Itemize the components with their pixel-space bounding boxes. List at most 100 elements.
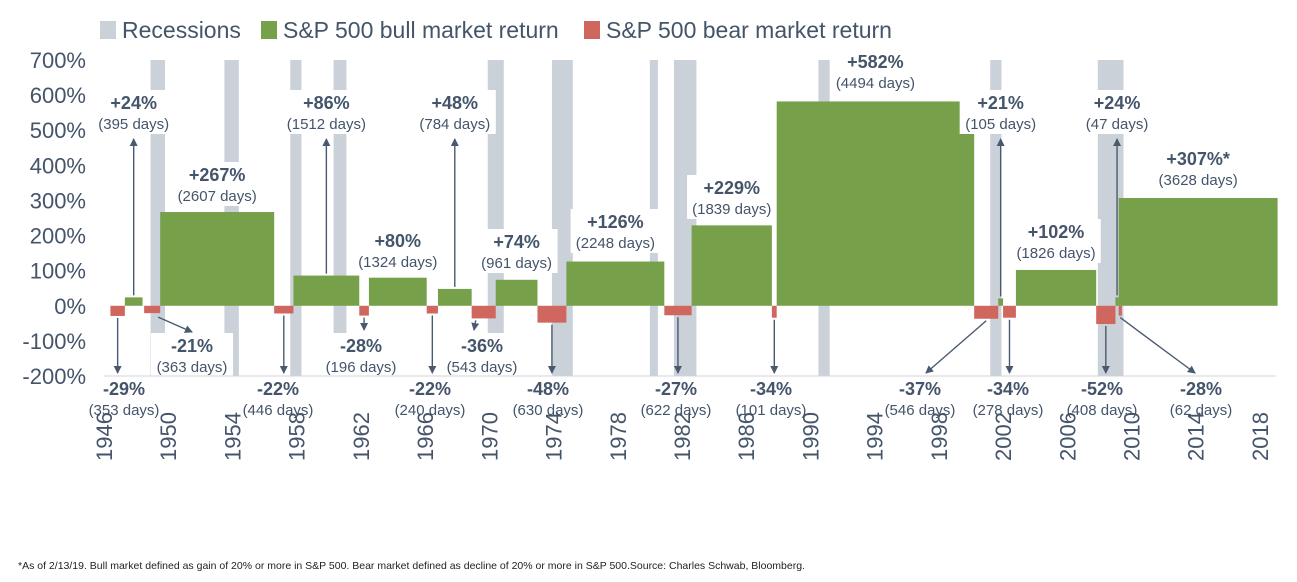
x-tick-label: 1986	[734, 412, 759, 461]
x-tick-label: 1982	[670, 412, 695, 461]
bear-label-days: (622 days)	[641, 402, 712, 419]
bull-label-days: (2248 days)	[576, 235, 655, 252]
bull-label-percent: +307%*	[1166, 149, 1230, 169]
bull-market-bar	[160, 212, 275, 306]
bull-label-days: (784 days)	[419, 116, 490, 133]
legend: Recessions S&P 500 bull market return S&P …	[100, 17, 892, 43]
bull-label-bg	[475, 229, 558, 273]
legend-swatch	[261, 21, 277, 39]
bear-label-days: (196 days)	[326, 359, 397, 376]
bull-label-days: (2607 days)	[178, 188, 257, 205]
legend-swatch	[100, 21, 116, 39]
bear-market-bar	[144, 305, 161, 314]
x-tick-label: 1950	[156, 412, 181, 461]
x-tick-label: 2002	[991, 412, 1016, 461]
bear-label-days: (278 days)	[973, 402, 1044, 419]
bear-market-bar	[537, 305, 567, 323]
bull-market-bar	[293, 275, 360, 306]
legend-label: S&P 500 bull market return	[283, 17, 559, 43]
annotation-labels: +24% (395 days) +267% (2607 days) +86% (1512 …	[83, 49, 1243, 420]
bull-label-days: (47 days)	[1086, 116, 1149, 133]
x-tick-label: 1966	[413, 412, 438, 461]
bear-market-bar	[1096, 305, 1116, 325]
bear-label-bg	[441, 333, 523, 377]
x-tick-label: 1946	[92, 412, 117, 461]
bear-label-percent: -36%	[461, 336, 503, 356]
bear-market-bar	[274, 305, 294, 314]
bull-label-days: (4494 days)	[836, 75, 915, 92]
bear-label-bg	[1061, 376, 1143, 420]
bull-label-percent: +24%	[1094, 93, 1141, 113]
x-tick-label: 1958	[285, 412, 310, 461]
bull-market-bar	[566, 261, 665, 306]
y-tick-label: 300%	[30, 188, 86, 213]
bear-label-bg	[389, 376, 471, 420]
bear-label-percent: -34%	[987, 379, 1029, 399]
bear-label-bg	[730, 376, 812, 420]
bull-label-percent: +74%	[493, 232, 540, 252]
bull-label-days: (395 days)	[98, 116, 169, 133]
bear-label-percent: -29%	[103, 379, 145, 399]
bear-label-days: (363 days)	[157, 359, 228, 376]
bull-label-days: (105 days)	[965, 116, 1036, 133]
bear-label-bg	[151, 333, 233, 377]
bull-label-days: (1512 days)	[287, 116, 366, 133]
bear-label-bg	[879, 376, 961, 420]
bear-label-percent: -21%	[171, 336, 213, 356]
bear-label-percent: -22%	[409, 379, 451, 399]
bear-market-bar	[110, 305, 125, 316]
x-tick-label: 1990	[798, 412, 823, 461]
bear-label-percent: -28%	[1180, 379, 1222, 399]
bull-market-bar	[1118, 197, 1278, 306]
bull-label-bg	[1011, 219, 1101, 263]
bull-label-days: (961 days)	[481, 255, 552, 272]
bull-label-bg	[959, 90, 1042, 134]
bull-label-percent: +102%	[1028, 222, 1085, 242]
bear-label-percent: -52%	[1081, 379, 1123, 399]
bear-market-bar	[471, 305, 496, 319]
bear-label-percent: -28%	[340, 336, 382, 356]
bear-label-bg	[237, 376, 319, 420]
bull-market-bar	[1115, 297, 1119, 306]
bull-label-bg	[413, 90, 496, 134]
bear-label-bg	[635, 376, 717, 420]
axes: 700% 600% 500% 400% 300% 200% 100% 0% -100% -200%…	[22, 48, 1276, 461]
bull-label-percent: +126%	[587, 212, 644, 232]
bull-label-percent: +267%	[189, 165, 246, 185]
bull-label-percent: +86%	[303, 93, 350, 113]
annotation-arrow	[471, 320, 480, 331]
y-tick-label: 400%	[30, 153, 86, 178]
bull-label-bg	[281, 90, 372, 134]
bull-market-bar	[124, 297, 143, 306]
legend-label: S&P 500 bear market return	[606, 17, 892, 43]
y-tick-label: -100%	[22, 329, 86, 354]
x-tick-label: 1954	[220, 412, 245, 461]
bear-label-bg	[320, 333, 402, 377]
bull-label-percent: +229%	[703, 178, 760, 198]
market-cycles-chart: +24% (395 days) +267% (2607 days) +86% (1512 …	[22, 17, 1278, 461]
y-tick-label: 500%	[30, 118, 86, 143]
bull-label-percent: +80%	[375, 231, 422, 251]
bull-label-percent: +24%	[110, 93, 157, 113]
annotation-arrows	[113, 138, 1196, 374]
x-tick-label: 1994	[863, 412, 888, 461]
y-tick-label: -200%	[22, 364, 86, 389]
x-tick-label: 2018	[1248, 412, 1273, 461]
bull-label-bg	[830, 49, 921, 93]
bull-label-days: (1826 days)	[1016, 245, 1095, 262]
x-tick-label: 1998	[927, 412, 952, 461]
bear-label-percent: -34%	[750, 379, 792, 399]
market-bars	[110, 101, 1278, 325]
annotation-arrow	[925, 320, 987, 374]
bear-label-percent: -48%	[527, 379, 569, 399]
bear-market-bar	[359, 305, 369, 316]
legend-swatch	[584, 21, 600, 39]
x-tick-label: 1962	[349, 412, 374, 461]
bear-label-bg	[1163, 376, 1239, 420]
bull-label-bg	[92, 90, 175, 134]
bear-market-bar	[1003, 305, 1016, 318]
x-tick-label: 2006	[1055, 412, 1080, 461]
bull-label-percent: +21%	[977, 93, 1024, 113]
recession-band	[673, 60, 697, 376]
bull-label-bg	[172, 162, 262, 206]
